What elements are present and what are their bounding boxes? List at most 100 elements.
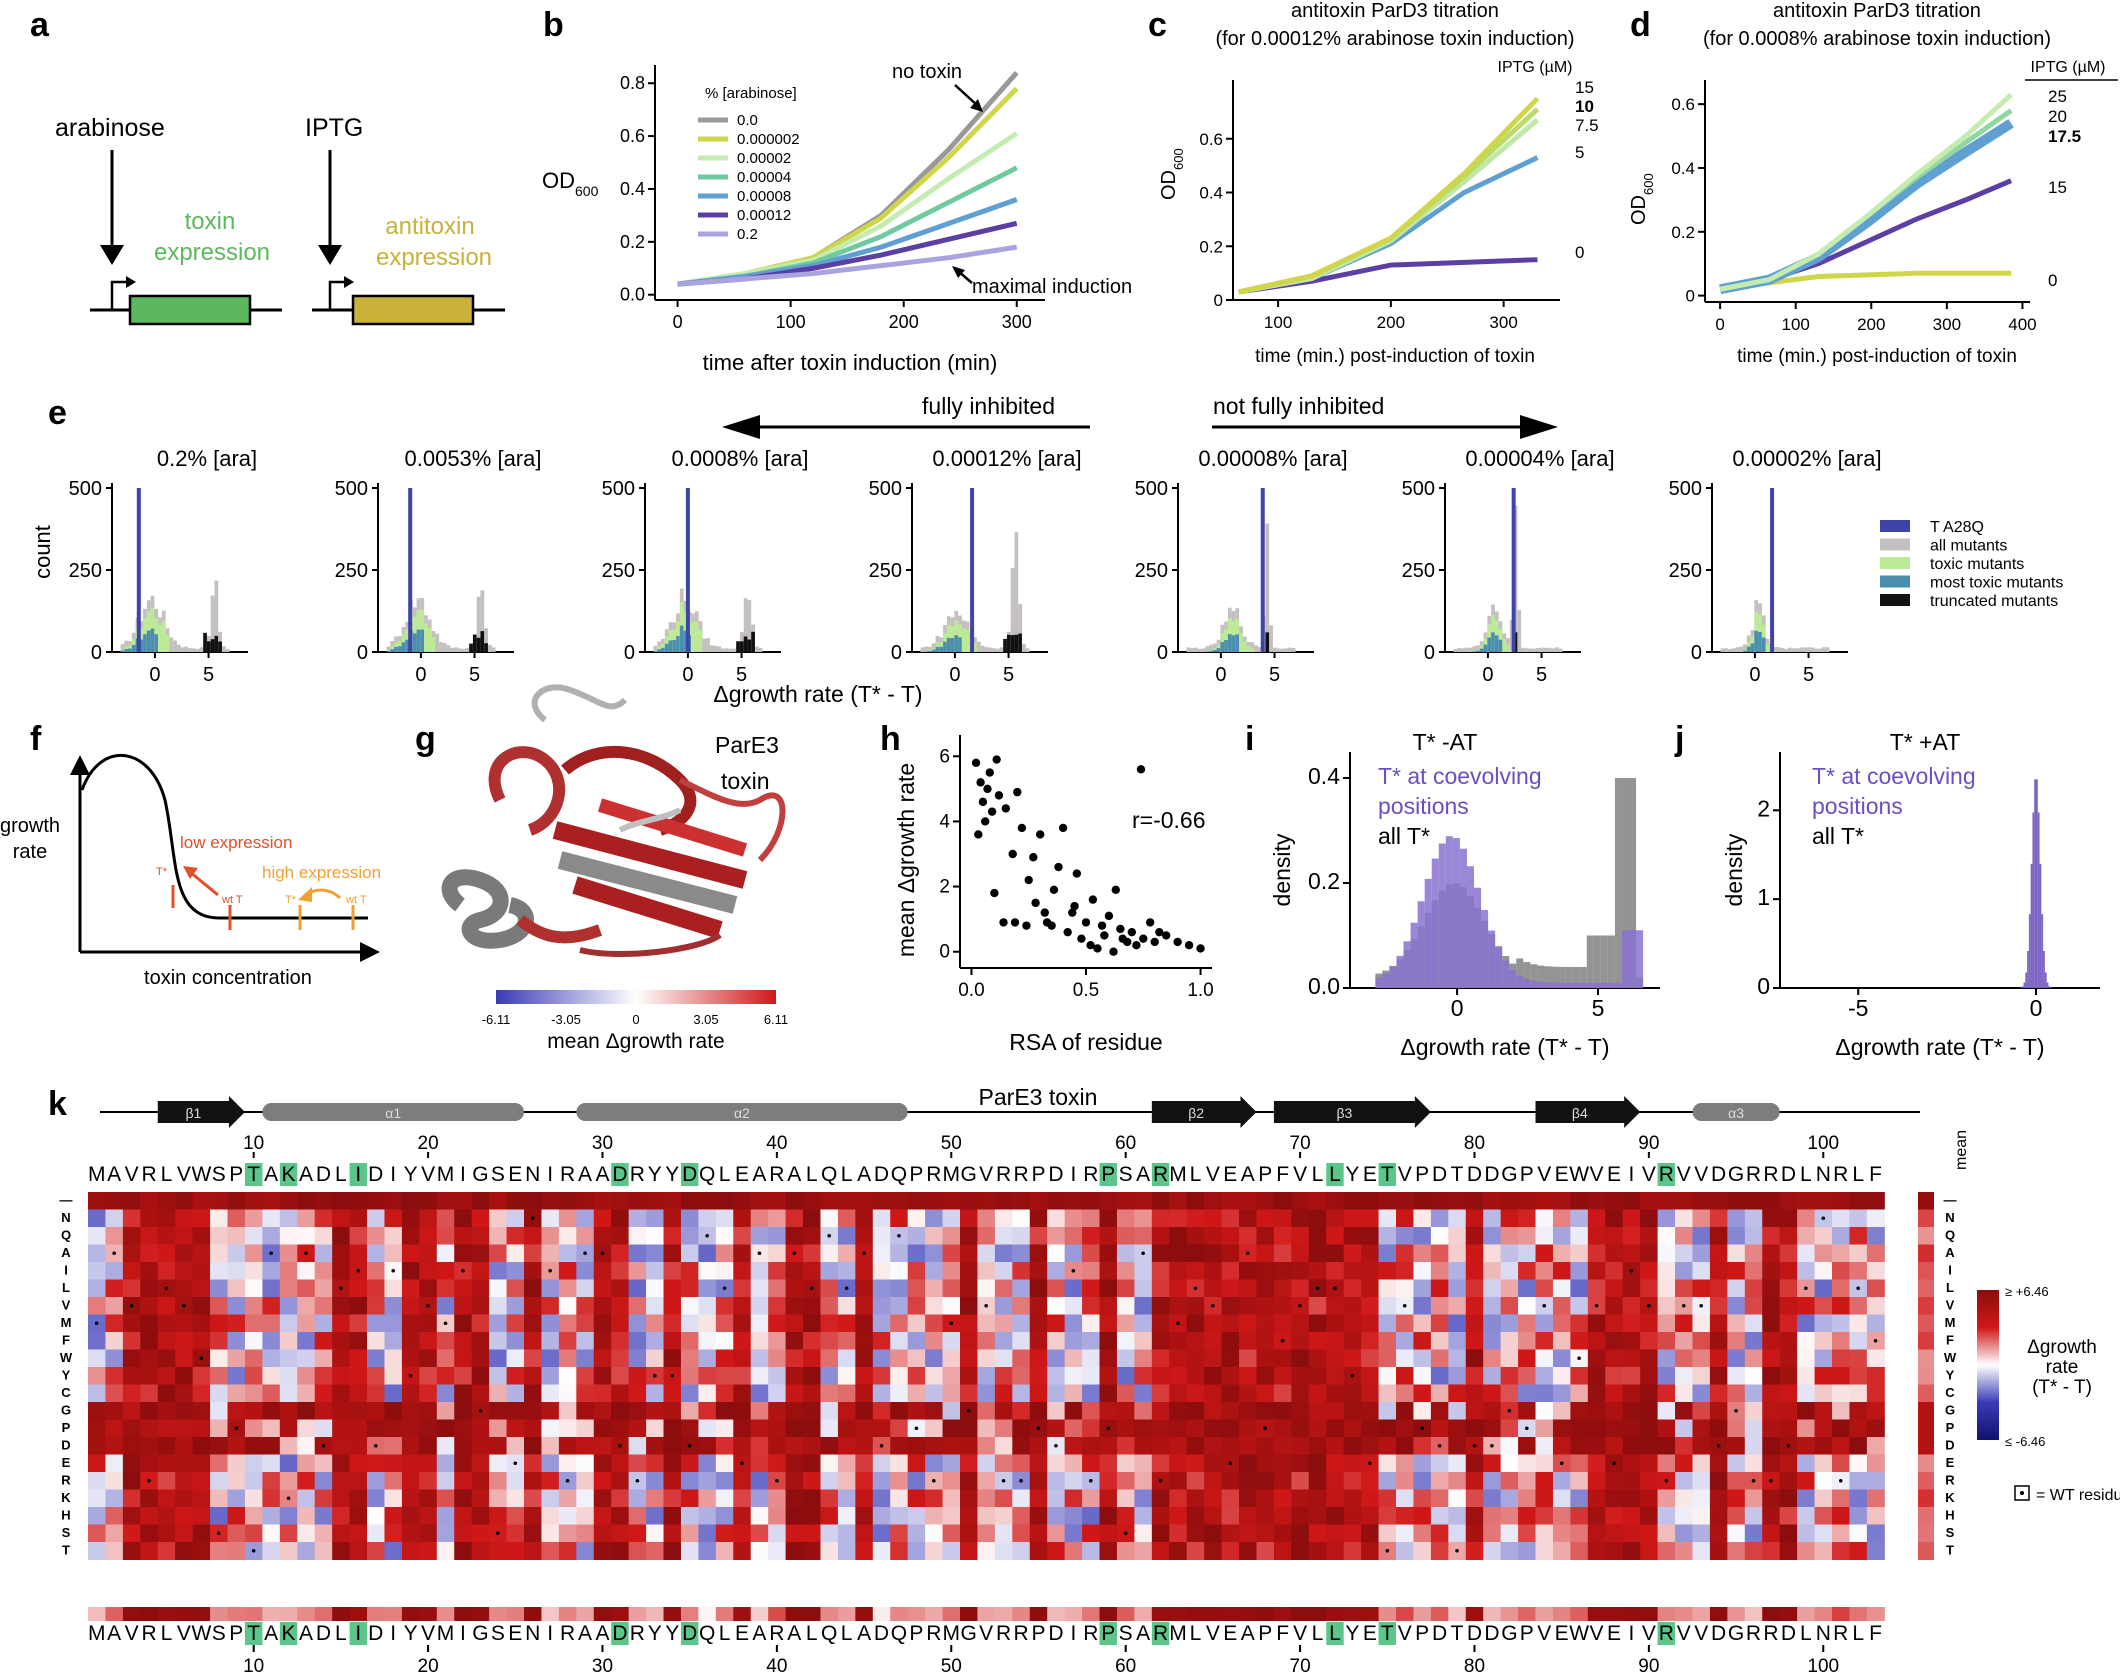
heatmap-cell [750,1279,769,1298]
heatmap-cell [855,1227,874,1245]
colorbar-tick: -6.11 [482,1012,511,1027]
sequence-residue: M [1169,1622,1187,1645]
heatmap-cell [1326,1472,1345,1490]
wt-residue-dot [251,1548,256,1553]
heatmap-cell [88,1262,106,1280]
mean-column [1918,1192,1934,1560]
heatmap-cell [1204,1209,1223,1228]
heatmap-cell [1518,1297,1537,1315]
heatmap-cell [994,1332,1013,1350]
heatmap-cell [925,1384,944,1403]
heatmap-cell [1500,1332,1519,1350]
heatmap-cell [1849,1297,1868,1315]
x-tick-label: 0 [1715,315,1724,334]
residue-row-label-left: R [61,1472,71,1487]
heatmap-cell [210,1402,229,1420]
scatter-point [1040,908,1049,917]
heatmap-cell [524,1507,542,1525]
bar-coevolving [1537,981,1545,988]
heatmap-cell [1448,1367,1467,1385]
heatmap-cell [1587,1209,1606,1228]
heatmap-cell [210,1419,229,1438]
heatmap-cell [1256,1524,1275,1543]
heatmap-cell [1866,1314,1885,1333]
heatmap-cell [105,1297,124,1315]
heatmap-cell [1151,1507,1170,1525]
heatmap-cell [1518,1332,1537,1350]
bar-coevolving [1544,982,1552,988]
heatmap-cell [1483,1192,1502,1210]
heatmap-cell [1709,1314,1728,1333]
heatmap-cell [646,1314,665,1333]
heatmap-cell [279,1332,298,1350]
sequence-residue: A [857,1622,871,1645]
bar-all-mutants [465,647,470,652]
bar-most-toxic-mutants [1224,640,1228,652]
bar-all-mutants [1269,625,1273,652]
heatmap-cell [750,1524,769,1543]
heatmap-cell [157,1524,176,1543]
series-end-label: 25 [2048,87,2067,106]
heatmap-cell [698,1489,717,1508]
heatmap-cell [1151,1279,1170,1298]
heatmap-cell [558,1489,577,1508]
heatmap-cell [715,1367,734,1385]
heatmap-cell [88,1332,106,1350]
heatmap-cell [105,1279,124,1298]
heatmap-cell [401,1419,420,1438]
heatmap-cell [1186,1437,1205,1455]
panel-e-ylabel: count [30,525,55,579]
heatmap-cell [1535,1507,1554,1525]
heatmap-cell [1762,1384,1781,1403]
heatmap-cell [1570,1262,1589,1280]
heatmap-cell [489,1542,508,1560]
bar-all-mutants [721,648,725,652]
heatmap-cell [1204,1384,1223,1403]
heatmap-cell [942,1192,961,1210]
panel-j-ylabel: density [1721,833,1747,906]
panel-d-ylabel: OD600 [1628,173,1656,225]
coevolving-highlight [244,1622,263,1645]
heatmap-cell [419,1419,438,1438]
heatmap-cell [1587,1454,1606,1473]
heatmap-cell [384,1192,403,1210]
sequence-residue: V [1694,1163,1708,1186]
heatmap-cell [872,1279,891,1298]
sequence-residue: V [421,1622,435,1645]
heatmap-cell [1413,1192,1432,1210]
sequence-residue: M [1169,1163,1187,1186]
iptg-arrowhead [318,245,342,265]
heatmap-cell [942,1542,961,1560]
heatmap-cell [1221,1384,1240,1403]
heatmap-cell [803,1419,821,1438]
bar-all-mutants [1551,648,1555,652]
heatmap-cell [1413,1402,1432,1420]
heatmap-cell [1762,1489,1781,1508]
heatmap-cell [297,1314,316,1333]
bar-toxic-mutants [1242,641,1247,652]
sequence-residue: L [806,1622,818,1645]
heatmap-cell [1692,1472,1711,1490]
antitoxin-gene [351,294,475,326]
wt-low-label: wt T [221,894,243,906]
heatmap-cell [785,1419,804,1438]
bar-all-mutants [1257,647,1262,652]
heatmap-cell [1082,1367,1101,1385]
heatmap-cell [698,1524,717,1543]
heatmap-cell [1012,1524,1031,1543]
bar-all-mutants [1543,647,1548,652]
bar-most-toxic-mutants [1743,650,1747,652]
heatmap-cell [436,1437,455,1455]
heatmap-cell [1570,1454,1589,1473]
mean-row-cell [942,1607,961,1621]
heatmap-cell [1640,1227,1659,1245]
heatmap-cell [506,1489,525,1508]
heatmap-cell [977,1507,996,1525]
heatmap-cell [768,1524,787,1543]
heatmap-cell [1378,1279,1397,1298]
position-tick-label: 40 [766,1656,787,1675]
heatmap-cell [140,1192,159,1210]
heatmap-cell [332,1402,351,1420]
heatmap-cell [1692,1367,1711,1385]
bar-all [1530,964,1538,988]
